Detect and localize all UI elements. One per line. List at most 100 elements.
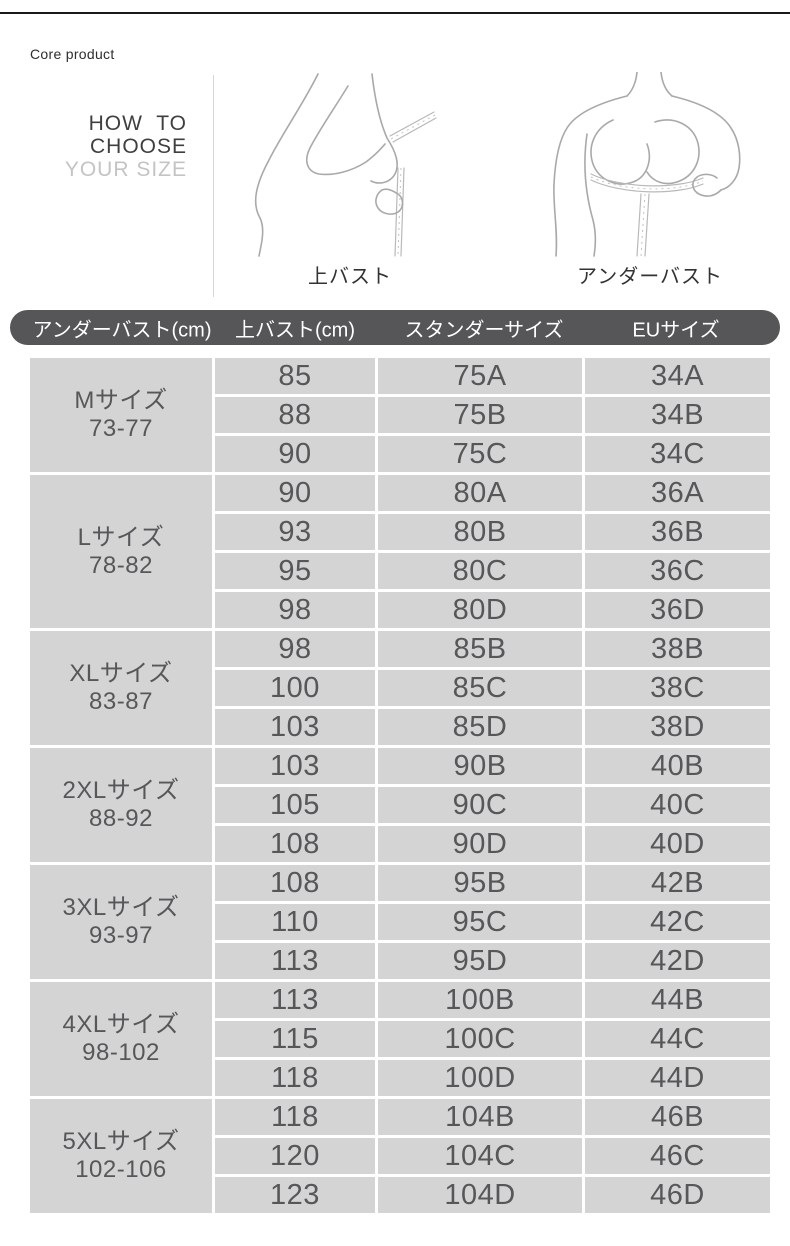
- group-cell-m: Mサイズ 73-77: [30, 358, 212, 472]
- table-row: 120 104C 46C: [30, 1138, 770, 1174]
- group-range: 83-87: [89, 688, 153, 715]
- cell-standard-size: 95C: [378, 904, 582, 940]
- cell-eu-size: 46B: [585, 1099, 770, 1135]
- group-size: Mサイズ: [74, 387, 168, 414]
- vertical-divider: [213, 75, 214, 297]
- cell-standard-size: 90B: [378, 748, 582, 784]
- cell-standard-size: 75B: [378, 397, 582, 433]
- how-to-choose-heading: HOW TO CHOOSE YOUR SIZE: [0, 112, 187, 181]
- cell-eu-size: 36A: [585, 475, 770, 511]
- cell-top-bust: 118: [215, 1099, 375, 1135]
- cell-eu-size: 42B: [585, 865, 770, 901]
- size-table-header: アンダーバスト(cm) 上バスト(cm) スタンダーサイズ EUサイズ: [10, 310, 780, 345]
- table-row: Lサイズ 78-82 90 80A 36A: [30, 475, 770, 628]
- cell-standard-size: 95D: [378, 943, 582, 979]
- table-row: 113 95D 42D: [30, 943, 770, 979]
- group-cell-2xl: 2XLサイズ 88-92: [30, 748, 212, 862]
- cell-top-bust: 93: [215, 514, 375, 550]
- cell-eu-size: 38B: [585, 631, 770, 667]
- cell-top-bust: 100: [215, 670, 375, 706]
- cell-top-bust: 105: [215, 787, 375, 823]
- cell-eu-size: 46C: [585, 1138, 770, 1174]
- cell-standard-size: 90C: [378, 787, 582, 823]
- cell-top-bust: 120: [215, 1138, 375, 1174]
- cell-standard-size: 104B: [378, 1099, 582, 1135]
- cell-standard-size: 85B: [378, 631, 582, 667]
- table-row: 118 100D 44D: [30, 1060, 770, 1096]
- cell-top-bust: 85: [215, 358, 375, 394]
- group-size: 3XLサイズ: [62, 894, 180, 921]
- cell-eu-size: 36D: [585, 592, 770, 628]
- top-bust-figure: 上バスト: [222, 72, 478, 289]
- cell-top-bust: 98: [215, 592, 375, 628]
- cell-eu-size: 44D: [585, 1060, 770, 1096]
- cell-standard-size: 90D: [378, 826, 582, 862]
- cell-eu-size: 36B: [585, 514, 770, 550]
- cell-standard-size: 100B: [378, 982, 582, 1018]
- table-row: Mサイズ 73-77 85 75A 34A: [30, 358, 770, 472]
- header-standard-size: スタンダーサイズ: [404, 319, 564, 341]
- table-row: 123 104D 46D: [30, 1177, 770, 1213]
- cell-top-bust: 110: [215, 904, 375, 940]
- cell-eu-size: 36C: [585, 553, 770, 589]
- cell-top-bust: 115: [215, 1021, 375, 1057]
- cell-eu-size: 34A: [585, 358, 770, 394]
- cell-top-bust: 103: [215, 748, 375, 784]
- table-row: 95 80C 36C: [30, 553, 770, 589]
- table-row: 98 80D 36D: [30, 592, 770, 628]
- table-row: 100 85C 38C: [30, 670, 770, 706]
- table-row: 88 75B 34B: [30, 397, 770, 433]
- cell-eu-size: 40C: [585, 787, 770, 823]
- cell-eu-size: 40B: [585, 748, 770, 784]
- core-product-label: Core product: [30, 46, 115, 62]
- group-range: 73-77: [89, 415, 153, 442]
- cell-standard-size: 80C: [378, 553, 582, 589]
- table-row: 93 80B 36B: [30, 514, 770, 550]
- cell-eu-size: 46D: [585, 1177, 770, 1213]
- header-top-bust: 上バスト(cm): [235, 319, 355, 341]
- cell-eu-size: 34B: [585, 397, 770, 433]
- cell-standard-size: 80B: [378, 514, 582, 550]
- header-eu-size: EUサイズ: [632, 319, 720, 341]
- group-range: 102-106: [75, 1156, 167, 1183]
- group-cell-xl: XLサイズ 83-87: [30, 631, 212, 745]
- under-bust-label: アンダーバスト: [577, 266, 723, 288]
- group-cell-3xl: 3XLサイズ 93-97: [30, 865, 212, 979]
- cell-eu-size: 42C: [585, 904, 770, 940]
- table-row: 105 90C 40C: [30, 787, 770, 823]
- group-range: 88-92: [89, 805, 153, 832]
- table-row: 115 100C 44C: [30, 1021, 770, 1057]
- under-bust-illustration-icon: [553, 72, 741, 257]
- table-row: 3XLサイズ 93-97 108 95B 42B: [30, 865, 770, 979]
- group-cell-4xl: 4XLサイズ 98-102: [30, 982, 212, 1096]
- table-row: 110 95C 42C: [30, 904, 770, 940]
- group-range: 78-82: [89, 551, 153, 579]
- table-row: 4XLサイズ 98-102 113 100B 44B: [30, 982, 770, 1096]
- group-size: XLサイズ: [69, 660, 173, 687]
- cell-standard-size: 85D: [378, 709, 582, 745]
- cell-top-bust: 113: [215, 943, 375, 979]
- size-table: Mサイズ 73-77 85 75A 34A 88 75B 34B 90 75C …: [27, 355, 773, 1216]
- cell-eu-size: 44C: [585, 1021, 770, 1057]
- cell-top-bust: 118: [215, 1060, 375, 1096]
- group-range: 98-102: [82, 1039, 160, 1066]
- group-cell-5xl: 5XLサイズ 102-106: [30, 1099, 212, 1213]
- cell-top-bust: 108: [215, 865, 375, 901]
- cell-eu-size: 38D: [585, 709, 770, 745]
- group-size: 4XLサイズ: [62, 1011, 180, 1038]
- top-rule: [0, 12, 790, 14]
- cell-top-bust: 90: [215, 475, 375, 511]
- cell-top-bust: 108: [215, 826, 375, 862]
- cell-eu-size: 34C: [585, 436, 770, 472]
- group-size: 5XLサイズ: [62, 1128, 180, 1155]
- cell-standard-size: 100D: [378, 1060, 582, 1096]
- cell-eu-size: 38C: [585, 670, 770, 706]
- cell-top-bust: 103: [215, 709, 375, 745]
- cell-top-bust: 88: [215, 397, 375, 433]
- table-row: 90 75C 34C: [30, 436, 770, 472]
- table-row: 103 85D 38D: [30, 709, 770, 745]
- group-size: Lサイズ: [77, 523, 165, 551]
- cell-eu-size: 44B: [585, 982, 770, 1018]
- cell-standard-size: 75A: [378, 358, 582, 394]
- cell-standard-size: 100C: [378, 1021, 582, 1057]
